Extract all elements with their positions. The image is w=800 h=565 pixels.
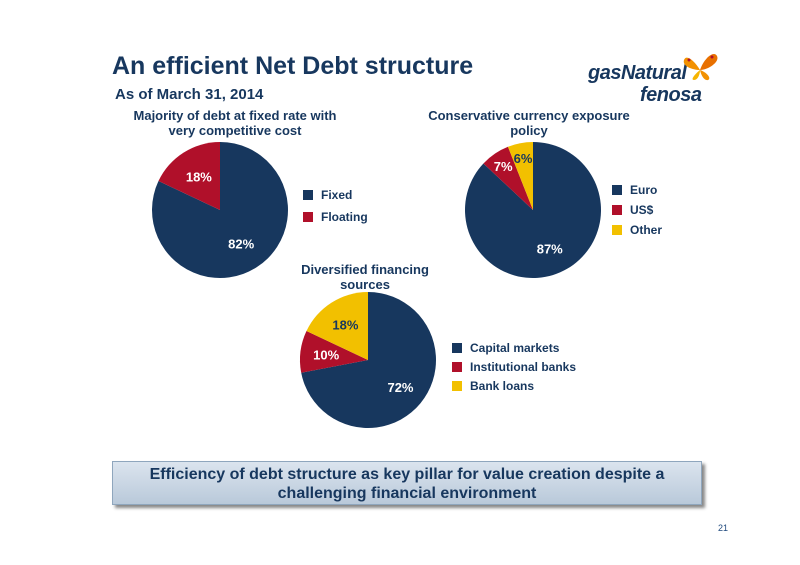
legend-label: Capital markets (470, 341, 560, 355)
chart3-slice-institutional-banks (300, 331, 368, 373)
legend-label: Institutional banks (470, 360, 577, 374)
chart1-label-floating: 18% (186, 170, 212, 185)
key-message-callout: Efficiency of debt structure as key pill… (112, 461, 702, 505)
legend-swatch (452, 343, 462, 353)
page-number: 21 (718, 523, 729, 533)
chart3-title: Diversified financing sources (301, 262, 429, 292)
page-title: An efficient Net Debt structure (112, 52, 474, 80)
logo-text-line1: gasNatural (588, 62, 687, 84)
legend-label: Euro (630, 183, 658, 197)
chart1-title: Majority of debt at fixed rate with very… (133, 108, 337, 138)
chart1-label-fixed: 82% (228, 236, 254, 251)
legend-label: US$ (630, 203, 654, 217)
chart1-pie: 82% 18% (152, 142, 288, 278)
chart2-pie: 87% 7%6% (465, 142, 601, 278)
legend-swatch (612, 225, 622, 235)
chart2-slice-other (507, 142, 533, 210)
legend-label: Fixed (321, 188, 353, 202)
company-logo: gasNatural fenosa (588, 48, 728, 108)
legend-swatch (452, 362, 462, 372)
legend-swatch (452, 381, 462, 391)
chart3-label-bank-loans: 18% (332, 317, 358, 332)
legend-label: Floating (321, 210, 368, 224)
chart3-pie: 72% 10% 18% (300, 292, 436, 428)
legend-swatch (612, 205, 622, 215)
chart3-label-institutional-banks: 10% (313, 348, 339, 363)
chart2-title: Conservative currency exposure policy (428, 108, 630, 138)
logo-text-line2: fenosa (640, 84, 702, 106)
chart3-label-capital-markets: 72% (387, 380, 413, 395)
chart2-slice-us- (483, 146, 533, 210)
legend-swatch (303, 190, 313, 200)
legend-label: Other (630, 223, 663, 237)
chart2-label-euro: 87% (537, 242, 563, 257)
page-subtitle: As of March 31, 2014 (115, 86, 264, 103)
chart1-slice-floating (158, 142, 220, 210)
legend-label: Bank loans (470, 379, 535, 393)
butterfly-icon (683, 53, 718, 81)
legend-swatch (303, 212, 313, 222)
chart2-label-us-: 7% (494, 159, 513, 174)
chart3-slice-bank-loans (306, 292, 368, 360)
chart3-slice-capital-markets (301, 292, 436, 428)
legend-swatch (612, 185, 622, 195)
chart2-label-other: 6% (514, 151, 533, 166)
